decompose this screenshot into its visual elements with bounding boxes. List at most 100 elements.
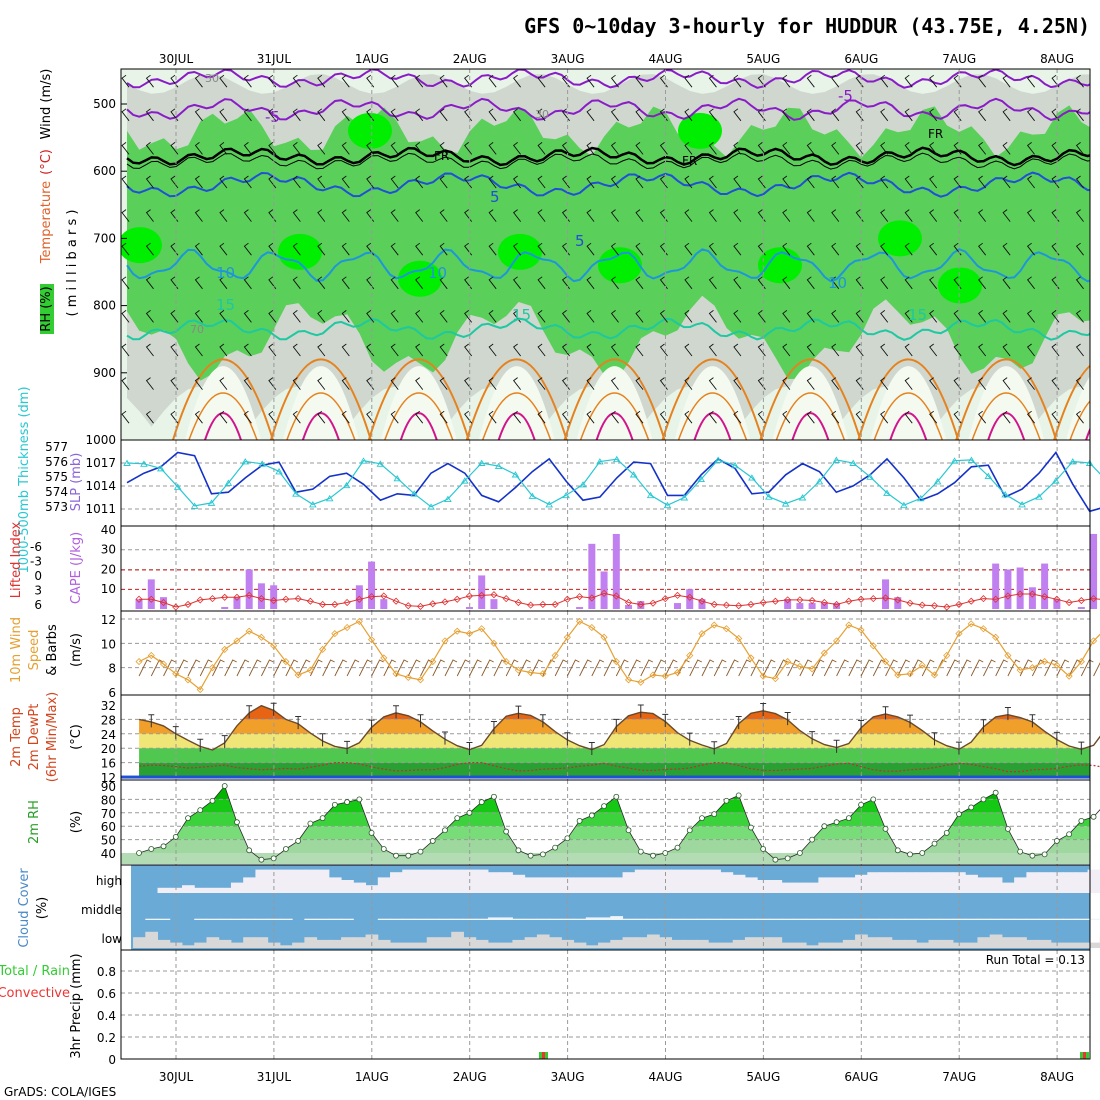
date-label: 2AUG xyxy=(453,1070,487,1084)
wind-barb xyxy=(831,74,840,88)
cloud-cell xyxy=(243,877,256,893)
wind-marker xyxy=(514,666,522,674)
slp-marker xyxy=(427,503,435,510)
upper-tick: 500 xyxy=(93,97,116,111)
slp-marker xyxy=(376,460,385,467)
cloud-cell xyxy=(867,918,881,920)
wind-barb-10m xyxy=(958,659,972,677)
cloud-cell xyxy=(451,931,464,948)
slp-marker xyxy=(967,456,976,463)
wind-barb xyxy=(733,276,742,290)
cloud-cell xyxy=(390,872,403,893)
wind-barb xyxy=(635,242,644,256)
wind-barb xyxy=(659,276,668,290)
wind-barb xyxy=(610,343,619,357)
lifted-marker xyxy=(673,591,682,599)
slp-marker xyxy=(916,494,925,502)
wind-barb xyxy=(684,242,693,256)
pale-bump xyxy=(478,366,555,440)
pale-bump xyxy=(184,366,261,440)
lifted-marker xyxy=(979,595,988,603)
wind-barb xyxy=(978,175,987,189)
rh-tick: 80 xyxy=(101,793,116,807)
rh-marker xyxy=(491,793,497,800)
wind-barb xyxy=(439,108,448,122)
wind-barb xyxy=(1026,74,1035,88)
rh-high-blob xyxy=(348,112,392,149)
wind-barb xyxy=(929,242,938,256)
wind-barb-10m xyxy=(787,659,800,677)
wind-barb-10m xyxy=(1080,659,1094,677)
wind-barb-10m xyxy=(297,659,311,677)
lifted-marker xyxy=(355,595,363,603)
wind-marker xyxy=(453,627,461,635)
temp-label-b: 2m DewPt xyxy=(27,704,42,771)
wind-barb xyxy=(366,276,375,290)
wind-barb xyxy=(219,310,228,323)
wind-barb xyxy=(415,142,424,155)
upper-tick: 900 xyxy=(93,366,116,380)
wind-barb xyxy=(684,142,693,155)
rh-marker xyxy=(442,827,448,834)
wind-barb xyxy=(243,410,252,424)
thickness-label: 1000-500mb Thickness (dm) xyxy=(17,386,32,573)
wind-marker xyxy=(331,630,339,638)
rh-marker xyxy=(552,844,559,851)
cloud-cell xyxy=(1014,918,1027,920)
temp-tick: 24 xyxy=(101,728,116,742)
rh-marker xyxy=(160,843,167,850)
cloud-cell xyxy=(940,918,954,920)
rh-tick: 40 xyxy=(101,847,116,861)
wind-barb xyxy=(488,74,497,88)
wind-barb-10m xyxy=(615,659,629,677)
wind-barb xyxy=(121,377,130,390)
contour-label: 10 xyxy=(428,264,447,282)
cloud-cell xyxy=(292,942,305,948)
wind-barb xyxy=(953,142,962,155)
wind-barb-10m xyxy=(860,659,874,677)
wind-marker xyxy=(380,654,388,662)
cloud-cell xyxy=(390,942,403,948)
cloud-cell xyxy=(414,918,428,920)
wind-barb xyxy=(586,276,595,290)
rh-marker xyxy=(270,855,277,862)
wind-barb xyxy=(978,410,987,424)
temp-tick: 16 xyxy=(101,757,116,771)
wind-barb xyxy=(537,74,546,88)
cloud-cell xyxy=(390,918,403,920)
wind-barb xyxy=(194,142,203,155)
rh-marker xyxy=(246,847,253,854)
cape-bar xyxy=(796,603,804,609)
date-label: 3AUG xyxy=(551,52,585,66)
lifted-marker xyxy=(784,596,792,604)
slp-marker xyxy=(342,481,351,489)
cloud-cell xyxy=(610,877,624,893)
rh-marker xyxy=(1090,813,1097,820)
wind-barb xyxy=(610,276,619,290)
wind-barb xyxy=(121,209,130,222)
rh-marker xyxy=(613,793,620,800)
wind-barb xyxy=(121,310,130,323)
cape-tick: 30 xyxy=(101,543,116,557)
date-label: 1AUG xyxy=(355,52,389,66)
wind-barb xyxy=(929,108,938,122)
rh-marker xyxy=(417,848,424,855)
wind-barb xyxy=(488,410,497,424)
wind-barb xyxy=(415,377,424,390)
wind-barb-10m xyxy=(713,659,727,677)
precip-conv-bar xyxy=(542,1052,545,1059)
wind-barb xyxy=(978,310,987,323)
cloud-cell xyxy=(695,918,709,920)
wind-barb xyxy=(610,108,619,122)
wind-barb-10m xyxy=(983,659,996,677)
wind-marker xyxy=(527,668,535,677)
rh-marker xyxy=(319,815,326,822)
cloud-cell xyxy=(157,918,171,920)
cape-bar xyxy=(588,543,596,609)
cloud-cell xyxy=(573,942,587,948)
cloud-level-label: high xyxy=(96,874,122,888)
cloud-cell xyxy=(744,937,758,948)
slp-marker xyxy=(190,502,199,509)
cape-bar xyxy=(490,599,498,609)
date-axis-top: 30JUL 31JUL 1AUG 2AUG 3AUG 4AUG 5AUG 6AUG 7AUG 8A… xyxy=(159,52,1074,66)
